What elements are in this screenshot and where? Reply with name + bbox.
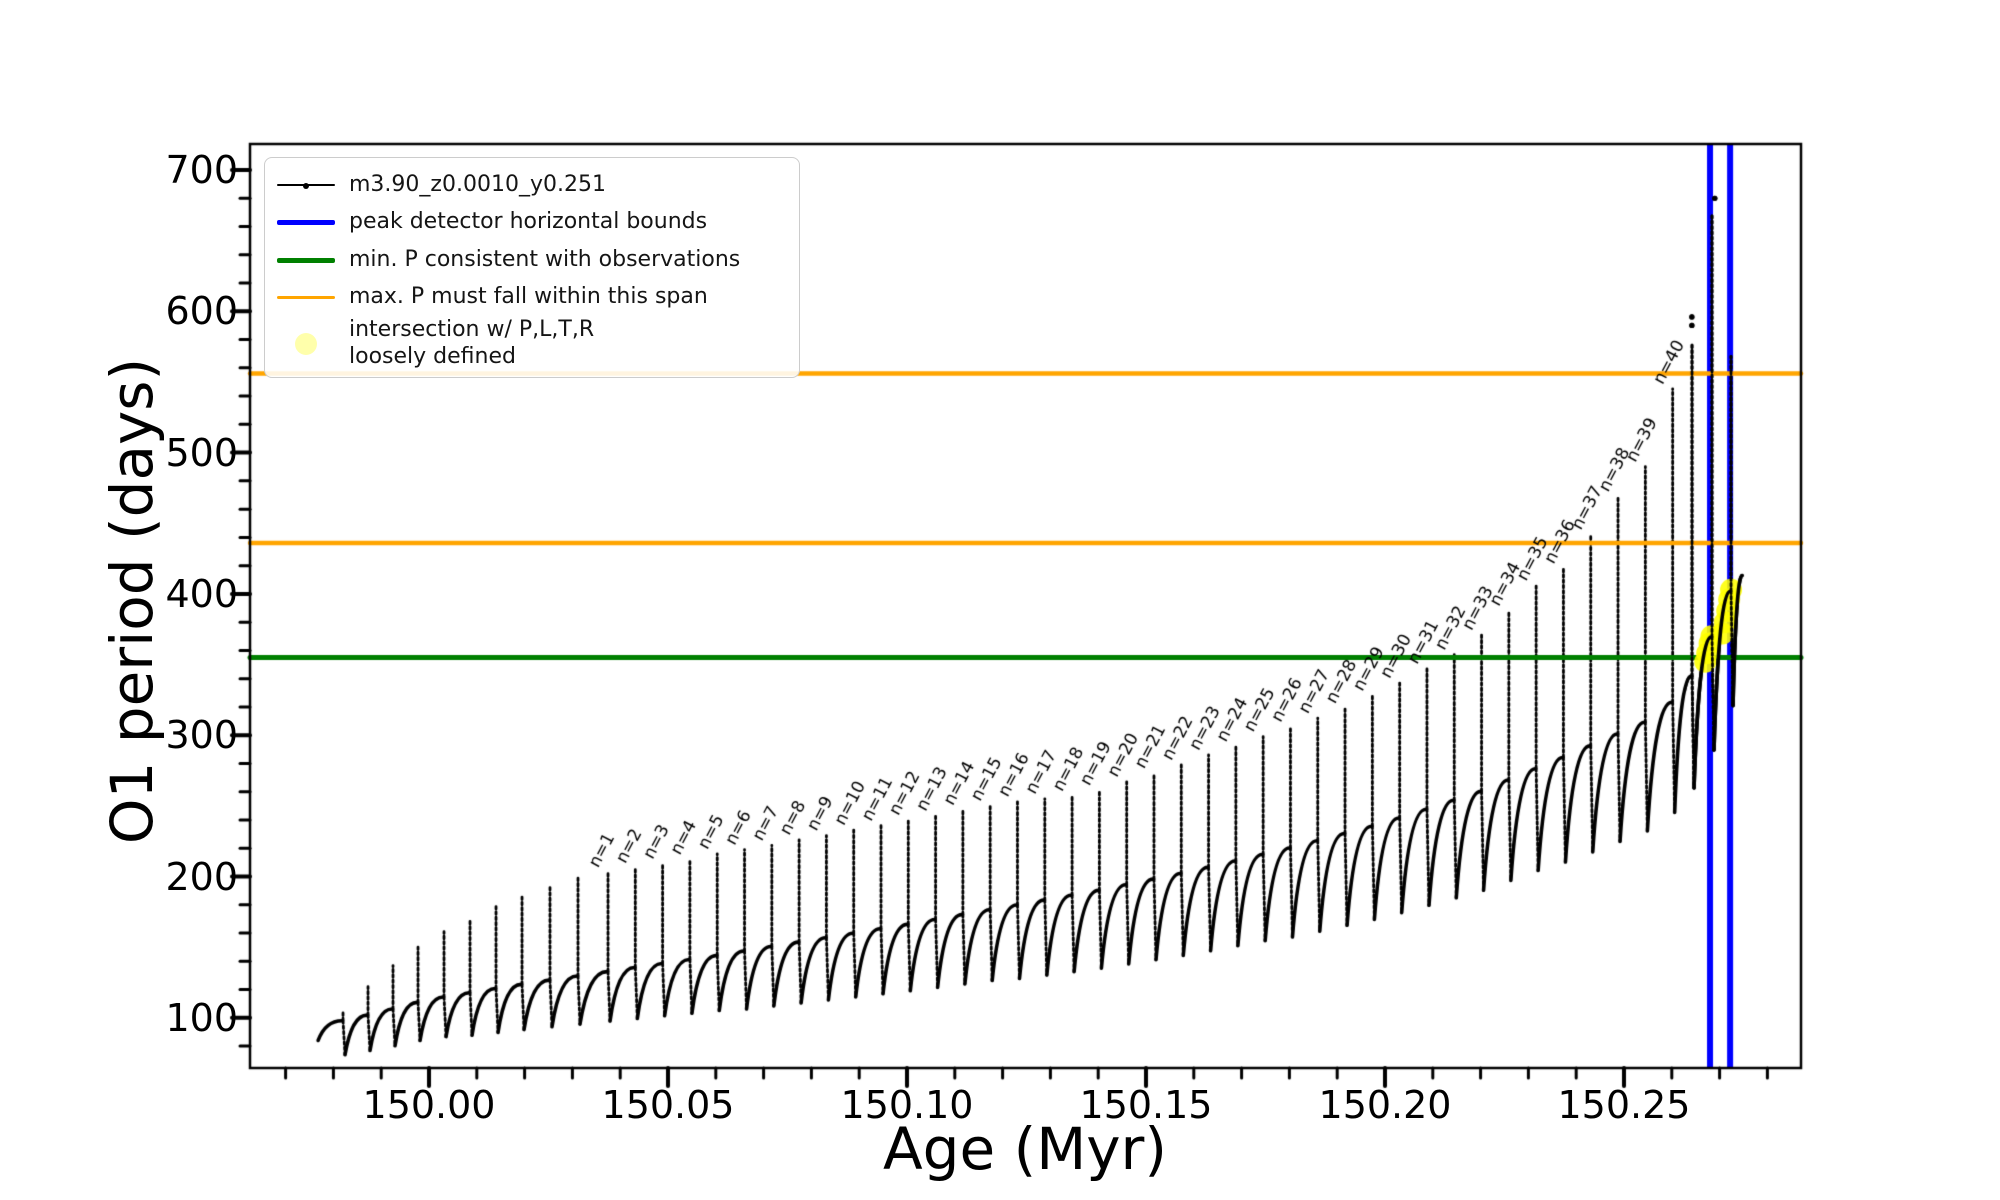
y-tick-label: 100 [165, 995, 238, 1040]
series-line-marker-icon [277, 172, 335, 198]
x-tick-label: 150.20 [1318, 1083, 1452, 1127]
legend-entry: m3.90_z0.0010_y0.251 [277, 167, 789, 203]
legend-entry: peak detector horizontal bounds [277, 205, 789, 241]
y-tick-label: 400 [165, 571, 238, 616]
x-tick-label: 150.05 [601, 1083, 735, 1127]
legend-label: m3.90_z0.0010_y0.251 [349, 171, 606, 197]
legend-line-icon [277, 285, 335, 311]
y-tick-label: 200 [165, 854, 238, 899]
legend-line-icon [277, 210, 335, 236]
y-tick-label: 500 [165, 430, 238, 475]
y-tick-label: 600 [165, 289, 238, 334]
intersection-marker-icon [277, 331, 335, 357]
y-tick-label: 300 [165, 713, 238, 758]
y-tick-label: 700 [165, 148, 238, 192]
x-tick-label: 150.25 [1557, 1083, 1691, 1127]
legend-label: max. P must fall within this span [349, 284, 708, 310]
legend-label: intersection w/ P,L,T,R loosely defined [349, 317, 595, 370]
x-tick-label: 150.00 [362, 1083, 496, 1127]
legend-label: peak detector horizontal bounds [349, 209, 708, 235]
legend-entry: min. P consistent with observations [277, 242, 789, 278]
x-tick-label: 150.15 [1079, 1083, 1213, 1127]
legend-entry: max. P must fall within this span [277, 280, 789, 316]
legend-entry: intersection w/ P,L,T,R loosely defined [277, 317, 789, 371]
legend-line-icon [277, 247, 335, 273]
legend-label: min. P consistent with observations [349, 246, 741, 272]
x-tick-label: 150.10 [840, 1083, 974, 1127]
x-axis-label: Age (Myr) [882, 1115, 1168, 1183]
